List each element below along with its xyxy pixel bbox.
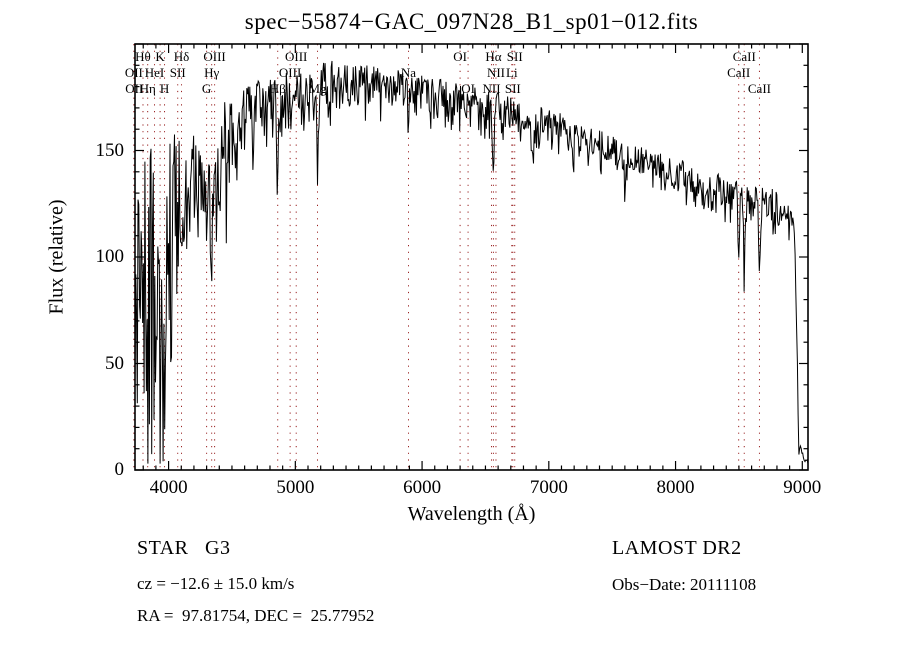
spectrum-trace	[135, 60, 808, 464]
spectral-line-label: CaII	[733, 49, 756, 64]
spectral-line-label: SII	[505, 81, 521, 96]
spectral-line-label: Hδ	[174, 49, 190, 64]
spectral-line-label: NII	[487, 65, 505, 80]
spectral-line-label: CaII	[727, 65, 750, 80]
x-tick-label: 7000	[529, 477, 568, 498]
y-tick-label: 0	[114, 459, 125, 480]
spectral-line-label: OI	[453, 49, 467, 64]
spectral-line-label: SII	[507, 49, 523, 64]
spectral-line-label: Hη	[140, 81, 156, 96]
spectral-line-label: SII	[170, 65, 186, 80]
spectral-line-label: OIII	[279, 65, 301, 80]
obs-date-text: Obs−Date: 20111108	[612, 575, 757, 594]
spectral-line-label: HeI	[145, 65, 165, 80]
plot-title: spec−55874−GAC_097N28_B1_sp01−012.fits	[244, 9, 699, 34]
classification-text: STAR G3	[137, 537, 231, 559]
spectral-line-label: H	[160, 81, 169, 96]
y-tick-label: 100	[95, 246, 125, 267]
y-tick-label: 150	[95, 139, 125, 161]
radial-velocity-text: cz = −12.6 ± 15.0 km/s	[137, 574, 295, 593]
spectral-line-label: NII	[483, 81, 501, 96]
spectral-line-label: Hθ	[135, 49, 151, 64]
spectral-line-label: CaII	[748, 81, 771, 96]
spectral-line-label: Hα	[485, 49, 501, 64]
survey-text: LAMOST DR2	[612, 537, 742, 559]
spectral-line-label: Li	[506, 65, 518, 80]
spectral-line-label: OIII	[285, 49, 307, 64]
x-tick-label: 5000	[276, 477, 315, 498]
x-tick-label: 9000	[783, 477, 822, 498]
y-tick-label: 50	[105, 352, 124, 374]
x-tick-label: 8000	[656, 477, 695, 498]
x-tick-label: 4000	[149, 477, 188, 498]
spectral-line-label: OIII	[203, 49, 225, 64]
spectral-line-label: Na	[401, 65, 416, 80]
spectral-line-label: Hγ	[204, 65, 219, 80]
spectral-line-label: OI	[461, 81, 475, 96]
spectral-line-label: K	[155, 49, 165, 64]
ra-dec-text: RA = 97.81754, DEC = 25.77952	[137, 606, 375, 625]
x-axis-title: Wavelength (Å)	[407, 503, 536, 525]
plot-frame	[134, 43, 809, 471]
x-tick-label: 6000	[403, 477, 442, 498]
spectral-line-label: G	[202, 81, 211, 96]
spectral-line-label: OII	[125, 65, 143, 80]
